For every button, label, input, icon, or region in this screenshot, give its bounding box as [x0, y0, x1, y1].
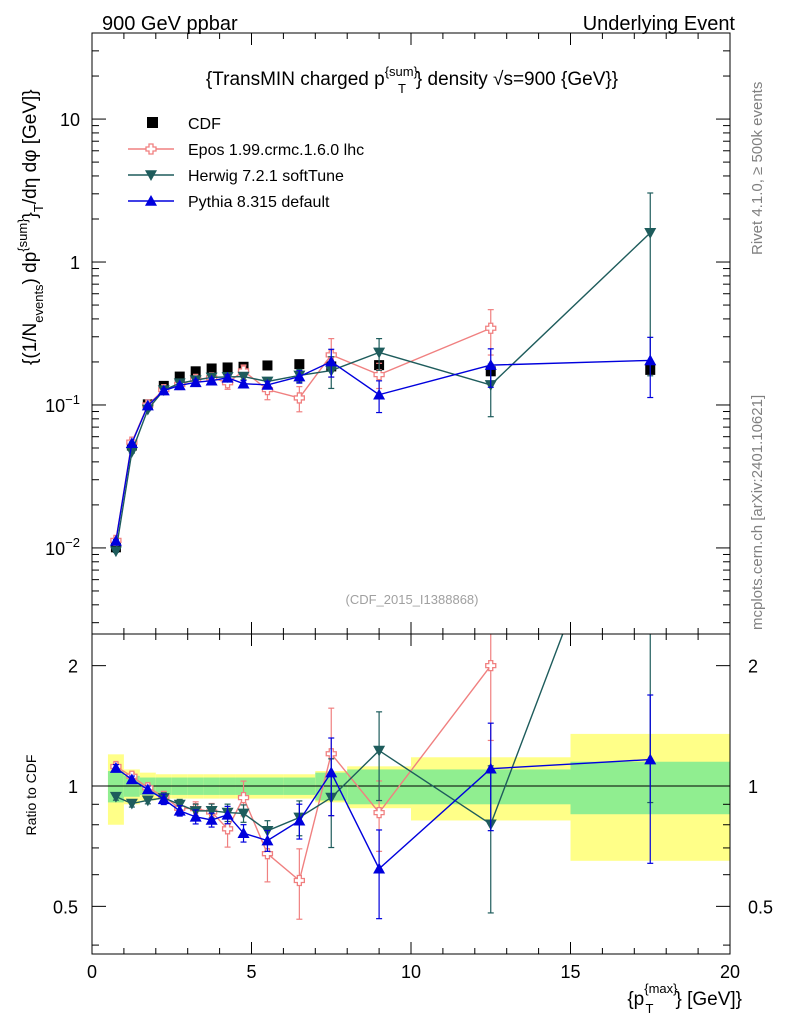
rivet-label: Rivet 4.1.0, ≥ 500k events	[749, 82, 766, 255]
pythia-ratio-point	[205, 813, 218, 825]
legend-label-herwig: Herwig 7.2.1 softTune	[188, 168, 344, 185]
x-tick-label: 20	[720, 962, 740, 982]
x-axis-label: {p{max} T} [GeV]}	[627, 981, 742, 1016]
ratio-y-tick-label-right: 1	[748, 777, 758, 797]
herwig-point	[125, 447, 138, 458]
ratio-y-tick-label-right: 2	[748, 657, 758, 677]
legend-label-pythia: Pythia 8.315 default	[188, 194, 330, 211]
header-left: 900 GeV ppbar	[102, 13, 238, 35]
ratio-y-tick-label: 0.5	[53, 897, 78, 917]
legend-label-epos: Epos 1.99.crmc.1.6.0 lhc	[188, 142, 364, 159]
legend-marker-cdf	[147, 117, 158, 128]
herwig-ratio-point	[141, 795, 154, 807]
x-tick-label: 10	[401, 962, 421, 982]
pythia-point	[373, 388, 386, 400]
pythia-ratio-point	[484, 762, 497, 774]
herwig-ratio-point	[373, 745, 386, 757]
pythia-point	[205, 374, 218, 386]
cdf-point	[206, 363, 217, 374]
herwig-ratio-point	[205, 806, 218, 817]
legend-marker-herwig-shape	[145, 170, 157, 181]
legend-marker-pythia	[145, 195, 157, 206]
cdf-point	[262, 360, 273, 371]
y-tick-label: 10−2	[45, 535, 80, 559]
cdf-point	[190, 366, 201, 377]
x-tick-label: 0	[87, 962, 97, 982]
mcplots-label: mcplots.cern.ch [arXiv:2401.10621]	[749, 395, 766, 630]
pythia-point	[141, 399, 154, 411]
pythia-ratio-point	[157, 793, 170, 805]
pythia-ratio-point	[141, 783, 154, 795]
ratio-y-tick-label: 2	[68, 657, 78, 677]
ratio-y-axis-label: Ratio to CDF	[23, 755, 39, 836]
herwig-ratio-point	[125, 798, 138, 810]
plot-title: {TransMIN charged p{sum} T} density √s=90…	[206, 64, 618, 96]
herwig-point	[373, 347, 386, 359]
y-tick-label: 10−1	[45, 392, 80, 416]
pythia-ratio-point	[644, 753, 657, 765]
legend-label-cdf: CDF	[188, 116, 221, 133]
y-tick-label: 1	[70, 253, 80, 273]
legend-marker-epos-shape	[145, 143, 157, 155]
epos-point	[373, 368, 385, 381]
pythia-ratio-point	[173, 804, 186, 816]
ratio-plot-frame	[91, 633, 731, 955]
pythia-ratio-point	[189, 810, 202, 822]
legend-marker-herwig	[145, 170, 157, 181]
pythia-ratio-point	[221, 808, 234, 820]
legend: CDF Epos 1.99.crmc.1.6.0 lhc Herwig 7.2.…	[128, 116, 364, 211]
x-tick-label: 5	[246, 962, 256, 982]
ratio-series-group	[109, 634, 657, 920]
epos-ratio-point	[485, 660, 497, 672]
epos-ratio-point	[373, 806, 385, 819]
pythia-point	[484, 359, 497, 370]
header-right: Underlying Event	[583, 13, 736, 35]
epos-ratio-point	[237, 791, 250, 804]
herwig-ratio-point	[109, 791, 122, 803]
pythia-ratio-point	[373, 862, 386, 874]
pythia-point	[189, 376, 202, 388]
pythia-ratio-point	[109, 762, 122, 773]
epos-point	[293, 392, 306, 404]
pythia-ratio-point	[237, 827, 250, 838]
pythia-point	[173, 379, 186, 391]
epos-ratio-point	[221, 823, 234, 835]
data-series	[109, 192, 657, 920]
herwig-point	[109, 546, 122, 558]
herwig-ratio-point	[237, 808, 250, 820]
main-series-group	[109, 192, 657, 558]
cdf-point	[294, 359, 305, 370]
herwig-point	[644, 228, 657, 239]
herwig-point	[237, 371, 250, 383]
analysis-label: (CDF_2015_I1388868)	[346, 592, 479, 607]
pythia-point	[221, 371, 234, 383]
pythia-ratio-point	[293, 814, 306, 826]
cdf-point	[222, 362, 233, 373]
legend-marker-pythia-shape	[145, 195, 157, 206]
pythia-point	[237, 377, 250, 389]
x-tick-label: 15	[560, 962, 580, 982]
pythia-point	[293, 370, 306, 382]
epos-point	[485, 322, 497, 334]
y-tick-label: 10	[60, 110, 80, 130]
pythia-point	[261, 378, 274, 390]
cdf-point	[174, 371, 185, 382]
pythia-point	[325, 355, 338, 367]
pythia-ratio-point	[125, 773, 138, 785]
pythia-point	[644, 354, 657, 366]
ratio-y-tick-label: 1	[68, 777, 78, 797]
pythia-point	[125, 437, 138, 449]
epos-ratio-point	[293, 874, 306, 887]
pythia-point	[157, 384, 170, 396]
pythia-ratio-point	[325, 766, 338, 778]
axes-ticks: 0 5 10 15 20 10−2 10−1 1 10 0.5 0.5 1 1 2 2	[45, 32, 773, 982]
ratio-y-tick-label-right: 0.5	[748, 897, 773, 917]
pythia-point	[109, 534, 122, 546]
pythia-ratio-point	[261, 834, 274, 846]
legend-marker-epos	[145, 143, 157, 155]
y-axis-label: {(1/Nevents) dp{sum}}T/dη dφ [GeV]}	[15, 89, 46, 365]
